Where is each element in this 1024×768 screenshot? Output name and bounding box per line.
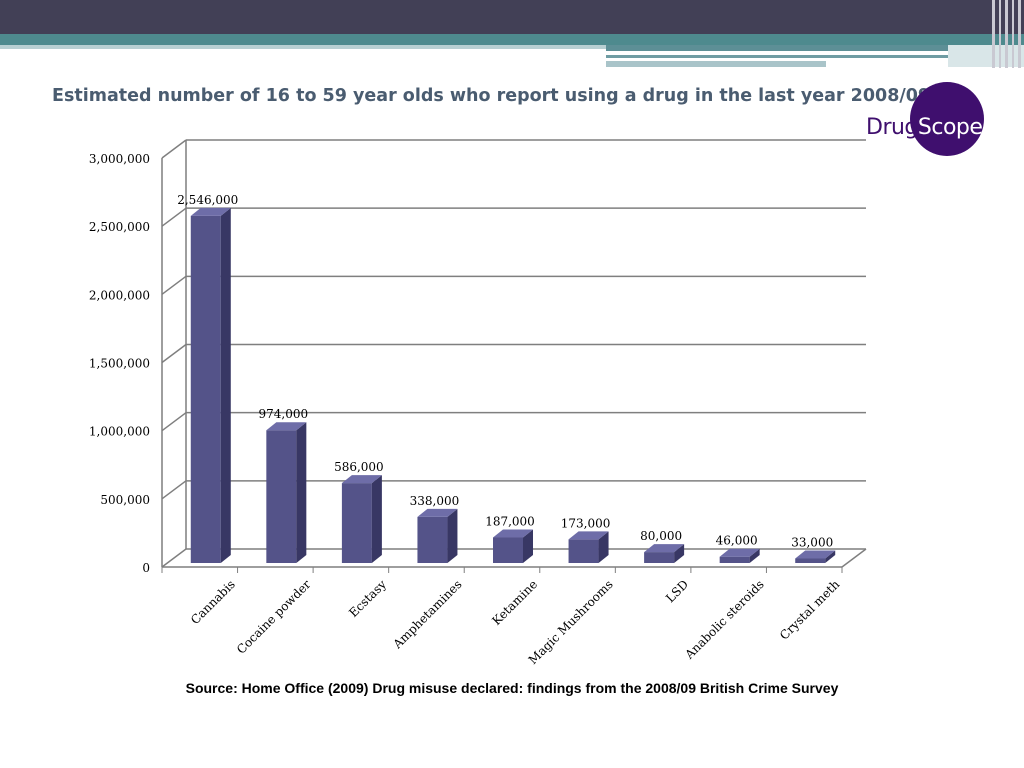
logo-text-scope: Scope: [917, 115, 983, 140]
value-label: 187,000: [485, 515, 535, 529]
value-labels: 2,546,000 974,000 586,000 338,000 187,000 173…: [177, 193, 833, 550]
bar: [341, 475, 382, 563]
bar: [795, 550, 836, 563]
value-label: 80,000: [640, 529, 682, 543]
bar-side: [674, 544, 685, 563]
logo-text: DrugScope: [866, 115, 983, 140]
bar-front: [341, 483, 372, 563]
bars: [190, 207, 836, 564]
y-tick-label: 2,000,000: [89, 288, 150, 302]
bar-front: [190, 215, 221, 564]
header-light-band: [0, 45, 606, 49]
logo-circle: [910, 82, 984, 156]
y-tick-label: 1,500,000: [89, 357, 150, 371]
bar-top: [190, 207, 231, 216]
bar-top: [417, 508, 458, 517]
value-label: 2,546,000: [177, 193, 238, 207]
y-tick-label: 500,000: [100, 493, 150, 507]
slide-title: Estimated number of 16 to 59 year olds w…: [52, 86, 931, 106]
gridline-diagonal: [161, 480, 187, 500]
x-tick-label: LSD: [663, 577, 691, 605]
bar-top: [568, 531, 609, 540]
bar-top: [493, 529, 533, 538]
header-teal-band: [0, 34, 1024, 45]
x-tick-label: Magic Mushrooms: [526, 577, 616, 667]
x-tick-label: Crystal meth: [777, 577, 843, 643]
bar-top: [719, 548, 760, 557]
bar-side: [220, 207, 231, 564]
header-dark-band: [0, 0, 1024, 34]
value-label: 46,000: [716, 534, 758, 548]
bar-top: [644, 544, 685, 553]
gridline-diagonal: [161, 343, 187, 364]
bar-front: [417, 516, 448, 563]
source-note: Source: Home Office (2009) Drug misuse d…: [185, 680, 839, 696]
bar-front: [493, 537, 523, 563]
bar-front: [644, 552, 675, 563]
bar-side: [523, 529, 533, 563]
drugscope-logo: DrugScope: [866, 82, 986, 158]
value-label: 33,000: [791, 536, 833, 550]
value-label: 173,000: [561, 516, 611, 530]
header-stripes: [992, 0, 1021, 68]
x-tick-label: Ecstasy: [346, 577, 389, 620]
bar-side: [371, 475, 382, 563]
bar: [417, 508, 458, 563]
gridline-diagonal: [161, 207, 187, 227]
bar-front: [568, 539, 599, 563]
gridline-diagonal: [161, 412, 187, 432]
bar: [266, 422, 307, 563]
x-tick-label: Anabolic steroids: [682, 577, 767, 662]
bar: [644, 544, 685, 563]
logo-text-drug: Drug: [866, 115, 918, 140]
bar-front: [266, 430, 297, 563]
header-accent-line: [606, 55, 948, 58]
gridline-diagonal: [161, 548, 187, 568]
bar: [568, 531, 609, 563]
y-tick-labels: 0 500,000 1,000,000 1,500,000 2,000,000 2,500…: [89, 152, 150, 575]
bar-side: [447, 508, 458, 563]
x-tick-label: Ketamine: [489, 577, 540, 628]
bar-top: [795, 550, 836, 559]
bar: [493, 529, 533, 563]
header-accent-line-2: [606, 61, 826, 67]
y-tick-label: 2,500,000: [89, 220, 150, 234]
x-tick-label: Cocaine powder: [234, 577, 314, 657]
floor-right-edge: [841, 548, 867, 568]
header-teal-block: [606, 45, 1024, 51]
bar-front: [719, 556, 750, 563]
gridline-diagonal: [161, 139, 187, 159]
y-tick-label: 3,000,000: [89, 152, 150, 166]
bar-side: [296, 422, 307, 563]
value-label: 338,000: [410, 494, 460, 508]
x-tick-label: Amphetamines: [390, 577, 465, 652]
bar-top: [341, 475, 382, 484]
value-label: 586,000: [334, 460, 384, 474]
gridline-diagonal: [161, 275, 187, 295]
y-tick-label: 1,000,000: [89, 425, 150, 439]
bar-side: [749, 548, 760, 563]
y-tick-label: 0: [142, 561, 150, 575]
bar-front: [795, 558, 826, 563]
bar-side: [825, 550, 836, 563]
bar-top: [266, 422, 307, 431]
x-tick-label: Cannabis: [188, 577, 238, 627]
bar: [719, 548, 760, 563]
bar-side: [598, 531, 609, 563]
value-label: 974,000: [259, 407, 309, 421]
bar: [190, 207, 231, 564]
